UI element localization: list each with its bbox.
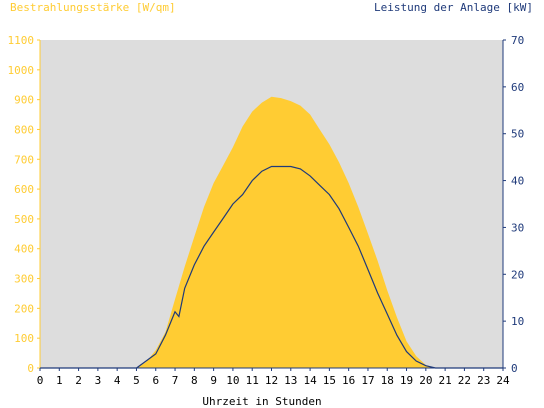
left-tick-label: 1100 (8, 34, 35, 47)
x-tick-label: 8 (191, 374, 198, 387)
x-tick-label: 7 (172, 374, 179, 387)
x-tick-label: 12 (265, 374, 278, 387)
power-line (40, 165, 503, 369)
x-tick-label: 10 (226, 374, 239, 387)
irradiance-area (40, 96, 503, 368)
right-tick-label: 30 (511, 221, 524, 234)
x-tick-label: 23 (477, 374, 490, 387)
x-tick-label: 15 (323, 374, 336, 387)
left-tick-label: 1000 (8, 64, 35, 77)
right-tick-label: 50 (511, 128, 524, 141)
right-axis-ticks: 0 10 20 30 40 50 60 70 (503, 34, 524, 375)
x-tick-label: 4 (114, 374, 121, 387)
right-axis-title: Leistung der Anlage [kW] (374, 1, 533, 14)
left-tick-label: 900 (14, 94, 34, 107)
x-tick-label: 6 (152, 374, 159, 387)
right-tick-label: 40 (511, 175, 524, 188)
x-tick-label: 18 (381, 374, 394, 387)
left-tick-label: 0 (27, 362, 34, 375)
left-tick-label: 700 (14, 153, 34, 166)
x-tick-label: 21 (439, 374, 452, 387)
left-tick-label: 500 (14, 213, 34, 226)
x-tick-label: 20 (419, 374, 432, 387)
right-tick-label: 60 (511, 81, 524, 94)
x-tick-label: 17 (361, 374, 374, 387)
right-tick-label: 10 (511, 315, 524, 328)
left-axis-title: Bestrahlungsstärke [W/qm] (10, 1, 176, 14)
right-tick-label: 0 (511, 362, 518, 375)
left-tick-label: 100 (14, 332, 34, 345)
x-axis-ticks: 0 1 2 3 4 5 6 7 8 9 10 11 12 13 14 15 16 17 18 19 20 21 22 23 24 (37, 368, 510, 387)
x-tick-label: 5 (133, 374, 140, 387)
left-tick-label: 400 (14, 243, 34, 256)
right-tick-label: 20 (511, 268, 524, 281)
x-tick-label: 11 (246, 374, 259, 387)
left-tick-label: 200 (14, 302, 34, 315)
x-tick-label: 22 (458, 374, 471, 387)
x-tick-label: 1 (56, 374, 63, 387)
left-axis-ticks: 0 100 200 300 400 500 600 700 800 900 1000 1100 (8, 34, 40, 375)
x-tick-label: 2 (75, 374, 82, 387)
left-tick-label: 300 (14, 273, 34, 286)
left-tick-label: 600 (14, 183, 34, 196)
x-tick-label: 9 (210, 374, 217, 387)
x-tick-label: 13 (284, 374, 297, 387)
x-tick-label: 19 (400, 374, 413, 387)
left-tick-label: 800 (14, 123, 34, 136)
x-tick-label: 16 (342, 374, 355, 387)
x-tick-label: 0 (37, 374, 44, 387)
x-axis-title: Uhrzeit in Stunden (202, 395, 321, 408)
right-tick-label: 70 (511, 34, 524, 47)
x-tick-label: 24 (496, 374, 510, 387)
x-tick-label: 3 (95, 374, 102, 387)
x-tick-label: 14 (303, 374, 317, 387)
